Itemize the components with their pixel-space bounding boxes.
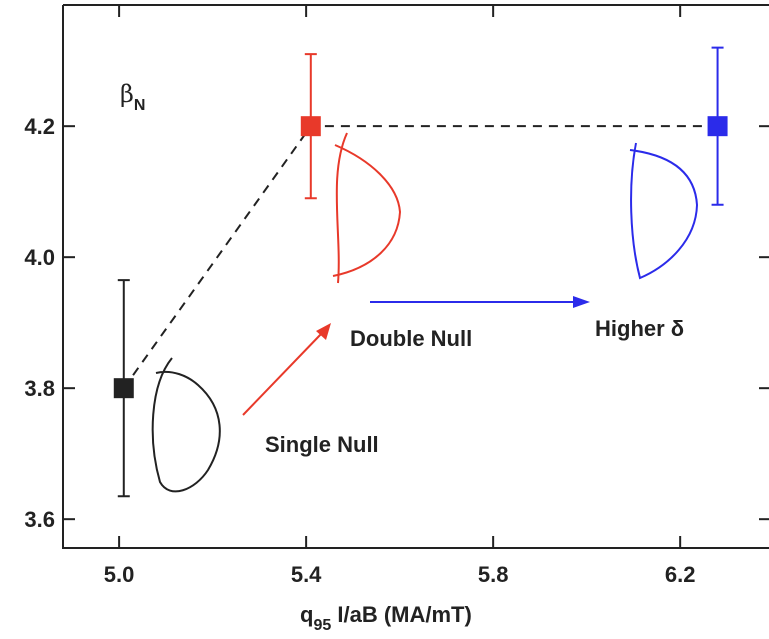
x-label-rest: I/aB (MA/mT) bbox=[331, 602, 472, 627]
x-label-main: q bbox=[300, 602, 313, 627]
y-tick-label: 3.8 bbox=[24, 376, 55, 401]
y-tick-label: 4.0 bbox=[24, 245, 55, 270]
x-tick-label: 5.0 bbox=[104, 562, 135, 587]
annotation: Higher δ bbox=[595, 316, 684, 341]
y-tick-label: 3.6 bbox=[24, 507, 55, 532]
arrow-head bbox=[316, 323, 331, 340]
annotation: Double Null bbox=[350, 326, 472, 351]
point bbox=[707, 116, 728, 137]
x-tick-label: 5.4 bbox=[291, 562, 322, 587]
y-label-sub: N bbox=[134, 97, 146, 114]
y-label-main: β bbox=[120, 80, 134, 108]
x-label: q95 I/aB (MA/mT) bbox=[300, 602, 472, 634]
x-tick-label: 5.8 bbox=[478, 562, 509, 587]
y-label: βN bbox=[120, 80, 145, 114]
double-null-shape bbox=[332, 132, 402, 284]
annotation: Single Null bbox=[265, 432, 379, 457]
axes-frame bbox=[62, 4, 769, 549]
y-tick-label: 4.2 bbox=[24, 114, 55, 139]
arrow-head bbox=[573, 296, 590, 308]
point bbox=[300, 116, 321, 137]
higher-delta-shape bbox=[629, 142, 699, 280]
single-null-shape bbox=[151, 357, 221, 493]
point bbox=[113, 378, 134, 399]
x-label-sub: 95 bbox=[313, 617, 331, 634]
x-tick-label: 6.2 bbox=[665, 562, 696, 587]
arrow bbox=[242, 332, 323, 416]
